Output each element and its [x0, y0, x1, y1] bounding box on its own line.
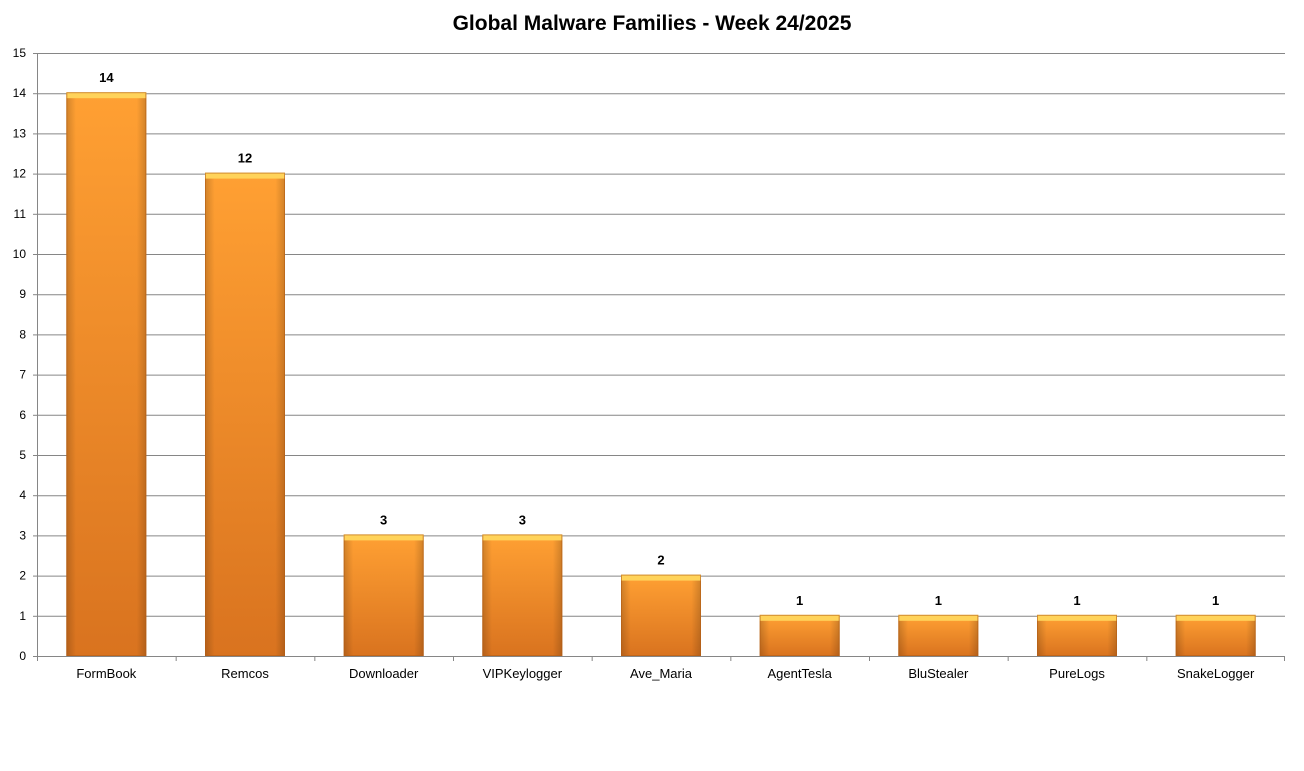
y-tick-label: 3 [19, 528, 26, 542]
bar-top-cap [205, 172, 285, 179]
y-tick-label: 15 [13, 46, 27, 60]
bar-outline [898, 614, 979, 656]
bar-shading [343, 535, 424, 656]
y-tick-label: 5 [19, 448, 26, 462]
x-category-label: Remcos [221, 666, 269, 681]
bar-outline [482, 534, 563, 657]
bar-shading [621, 575, 701, 656]
bar-top-cap [621, 574, 701, 581]
x-category-label: Downloader [349, 666, 419, 681]
bar-outline [343, 534, 424, 657]
bar-remcos [205, 172, 285, 656]
bar-top-cap [759, 614, 840, 621]
data-label: 2 [657, 553, 664, 568]
x-category-label: BluStealer [908, 666, 969, 681]
bar-shading [1175, 615, 1256, 656]
y-tick-label: 7 [19, 368, 26, 382]
y-tick-label: 9 [19, 287, 26, 301]
bar-outline [205, 172, 285, 656]
bar-shading [1037, 615, 1117, 656]
bars [66, 92, 1256, 657]
y-tick-label: 10 [13, 247, 27, 261]
bar-shading [898, 615, 979, 656]
bar-shading [759, 615, 840, 656]
y-tick-label: 11 [14, 207, 27, 221]
y-tick-label: 0 [19, 649, 26, 663]
x-category-label: VIPKeylogger [483, 666, 563, 681]
bar-downloader [343, 534, 424, 657]
chart-title: Global Malware Families - Week 24/2025 [452, 12, 852, 35]
y-tick-label: 13 [13, 126, 27, 140]
data-label: 3 [519, 512, 526, 527]
bar-top-cap [1175, 614, 1256, 621]
bar-shading [205, 173, 285, 656]
axes [33, 53, 1285, 661]
bar-top-cap [898, 614, 979, 621]
y-tick-label: 14 [13, 86, 27, 100]
bar-top-cap [1037, 614, 1117, 621]
bar-shading [66, 93, 147, 656]
bar-outline [66, 92, 147, 656]
y-tick-label: 8 [19, 327, 26, 341]
data-label: 1 [935, 593, 942, 608]
bar-outline [1175, 614, 1256, 656]
data-label: 14 [99, 70, 114, 85]
x-category-label: FormBook [76, 666, 136, 681]
data-label: 3 [380, 512, 387, 527]
y-tick-label: 2 [19, 569, 26, 583]
bar-top-cap [482, 534, 563, 541]
x-category-label: Ave_Maria [630, 666, 693, 681]
labels: 012345678910111213141514FormBook12Remcos… [13, 46, 1255, 681]
x-category-label: SnakeLogger [1177, 666, 1255, 681]
bar-snakelogger [1175, 614, 1256, 656]
bar-purelogs [1037, 614, 1117, 656]
data-label: 1 [1212, 593, 1219, 608]
bar-top-cap [66, 92, 147, 99]
bar-blustealer [898, 614, 979, 656]
bar-ave-maria [621, 574, 701, 656]
bar-formbook [66, 92, 147, 656]
y-tick-label: 6 [19, 408, 26, 422]
y-tick-label: 1 [19, 609, 26, 623]
bar-agenttesla [759, 614, 840, 656]
y-tick-label: 12 [13, 167, 27, 181]
y-tick-label: 4 [19, 488, 26, 502]
x-category-label: AgentTesla [768, 666, 833, 681]
data-label: 12 [238, 151, 252, 166]
data-label: 1 [1073, 593, 1080, 608]
bar-vipkeylogger [482, 534, 563, 657]
bar-outline [1037, 614, 1117, 656]
bar-top-cap [343, 534, 424, 541]
data-label: 1 [796, 593, 803, 608]
bar-outline [759, 614, 840, 656]
bar-shading [482, 535, 563, 656]
x-category-label: PureLogs [1049, 666, 1105, 681]
bar-outline [621, 574, 701, 656]
